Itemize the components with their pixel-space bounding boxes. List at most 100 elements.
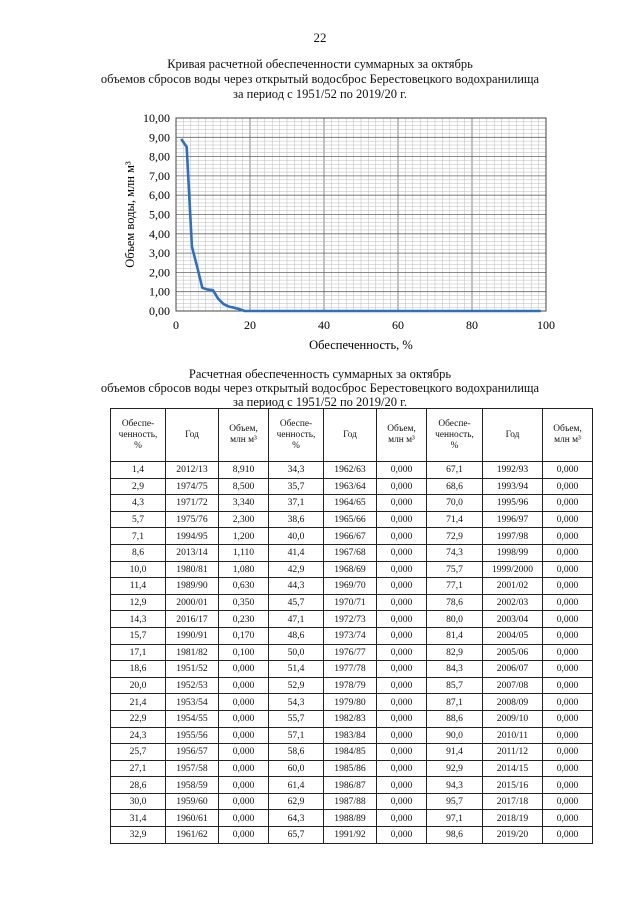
table-cell: 31,4 [110, 809, 166, 828]
table-cell: 37,1 [268, 494, 324, 512]
y-tick-label: 1,00 [149, 285, 170, 299]
table-cell: 1951/52 [165, 660, 219, 678]
table-cell: 0,000 [542, 792, 593, 811]
table-cell: 0,000 [376, 792, 427, 811]
table-cell: 0,000 [376, 809, 427, 828]
table-cell: 2009/10 [482, 709, 543, 728]
table-cell: 0,000 [542, 776, 593, 794]
table-cell: 0,000 [376, 461, 427, 479]
table-cell: 1957/58 [165, 759, 219, 778]
table-cell: 4,3 [110, 494, 166, 512]
table-cell: 8,6 [110, 543, 166, 562]
table-cell: 62,9 [268, 792, 324, 811]
table-row: 5,7 1975/76 2,300 38,6 1965/66 0,000 71,4 1996/… [110, 510, 593, 529]
table-cell: 1998/99 [482, 543, 543, 562]
table-cell: 1970/71 [323, 593, 377, 612]
table-cell: 2012/13 [165, 461, 219, 479]
table-cell: 2005/06 [482, 643, 543, 662]
table-cell: 28,6 [110, 776, 166, 794]
table-cell: 0,000 [542, 693, 593, 711]
table-cell: 1987/88 [323, 792, 377, 811]
table-cell: 52,9 [268, 676, 324, 695]
table-cell: 1982/83 [323, 709, 377, 728]
table-cell: 2015/16 [482, 776, 543, 794]
table-cell: 67,1 [426, 461, 483, 479]
table-cell: 1985/86 [323, 759, 377, 778]
table-cell: 2008/09 [482, 693, 543, 711]
table-row: 27,1 1957/58 0,000 60,0 1985/86 0,000 92,9 2014… [110, 759, 593, 778]
x-tick-label: 60 [392, 318, 404, 332]
table-cell: 1996/97 [482, 510, 543, 529]
table-cell: 1971/72 [165, 494, 219, 512]
table-cell: 0,000 [376, 477, 427, 496]
table-title-line-1: Расчетная обеспеченность суммарных за ок… [188, 367, 452, 381]
table-cell: 27,1 [110, 759, 166, 778]
table-row: 11,4 1989/90 0,630 44,3 1969/70 0,000 77,1 2001… [110, 577, 593, 595]
table-cell: 34,3 [268, 461, 324, 479]
y-tick-label: 8,00 [149, 150, 170, 164]
table-cell: 57,1 [268, 726, 324, 745]
table-cell: 0,000 [376, 510, 427, 529]
table-cell: 2006/07 [482, 660, 543, 678]
table-row: 8,6 2013/14 1,110 41,4 1967/68 0,000 74,3 1998/… [110, 543, 593, 562]
table-cell: 0,000 [218, 776, 269, 794]
table-cell: 0,000 [376, 676, 427, 695]
table-row: 31,4 1960/61 0,000 64,3 1988/89 0,000 97,1 2018… [110, 809, 593, 828]
table-cell: 18,6 [110, 660, 166, 678]
table-cell: 0,000 [542, 593, 593, 612]
table-cell: 0,000 [376, 826, 427, 844]
table-row: 14,3 2016/17 0,230 47,1 1972/73 0,000 80,0 2003… [110, 610, 593, 628]
table-cell: 0,000 [218, 726, 269, 745]
table-header-cell: Обеспе- ченность, % [110, 408, 166, 462]
table-cell: 2,300 [218, 510, 269, 529]
table-cell: 20,0 [110, 676, 166, 695]
table-cell: 1989/90 [165, 577, 219, 595]
table-row: 32,9 1961/62 0,000 65,7 1991/92 0,000 98,6 2019… [110, 826, 593, 844]
table-title-line-2: объемов сбросов воды через открытый водо… [100, 381, 540, 395]
table-cell: 1974/75 [165, 477, 219, 496]
table-cell: 22,9 [110, 709, 166, 728]
table-cell: 65,7 [268, 826, 324, 844]
table-cell: 77,1 [426, 577, 483, 595]
table-row: 20,0 1952/53 0,000 52,9 1978/79 0,000 85,7 2007… [110, 676, 593, 695]
table-cell: 1956/57 [165, 743, 219, 761]
table-cell: 0,000 [542, 494, 593, 512]
table-row: 12,9 2000/01 0,350 45,7 1970/71 0,000 78,6 2002… [110, 593, 593, 612]
table-cell: 1964/65 [323, 494, 377, 512]
y-tick-label: 3,00 [149, 246, 170, 260]
table-cell: 70,0 [426, 494, 483, 512]
table-cell: 38,6 [268, 510, 324, 529]
table-header-cell: Год [165, 408, 219, 462]
table-cell: 60,0 [268, 759, 324, 778]
table-cell: 44,3 [268, 577, 324, 595]
y-tick-labels: 0,00 1,00 2,00 3,00 4,00 5,00 6,00 7,00 8,00 9,00… [143, 111, 170, 318]
y-tick-label: 2,00 [149, 265, 170, 279]
y-tick-label: 0,00 [149, 304, 170, 318]
table-cell: 1978/79 [323, 676, 377, 695]
table-cell: 0,000 [376, 610, 427, 628]
table-cell: 1991/92 [323, 826, 377, 844]
table-cell: 1990/91 [165, 626, 219, 645]
table-cell: 0,000 [542, 743, 593, 761]
table-cell: 0,000 [218, 792, 269, 811]
y-tick-label: 4,00 [149, 227, 170, 241]
table-cell: 2013/14 [165, 543, 219, 562]
table-cell: 1977/78 [323, 660, 377, 678]
table-cell: 0,000 [376, 494, 427, 512]
table-cell: 0,000 [218, 676, 269, 695]
table-cell: 42,9 [268, 560, 324, 579]
table-cell: 47,1 [268, 610, 324, 628]
table-cell: 45,7 [268, 593, 324, 612]
chart-title-line-3: за период с 1951/52 по 2019/20 г. [233, 87, 407, 101]
table-header-row: Обеспе- ченность, % Год Объем, млн м³ Обесп… [110, 408, 593, 462]
table-cell: 54,3 [268, 693, 324, 711]
x-tick-label: 20 [244, 318, 256, 332]
table-cell: 2017/18 [482, 792, 543, 811]
table-cell: 0,000 [542, 543, 593, 562]
table-cell: 0,000 [542, 676, 593, 695]
table-cell: 0,000 [218, 743, 269, 761]
table-cell: 64,3 [268, 809, 324, 828]
table-cell: 0,000 [218, 709, 269, 728]
table-cell: 30,0 [110, 792, 166, 811]
table-row: 4,3 1971/72 3,340 37,1 1964/65 0,000 70,0 1995/… [110, 494, 593, 512]
